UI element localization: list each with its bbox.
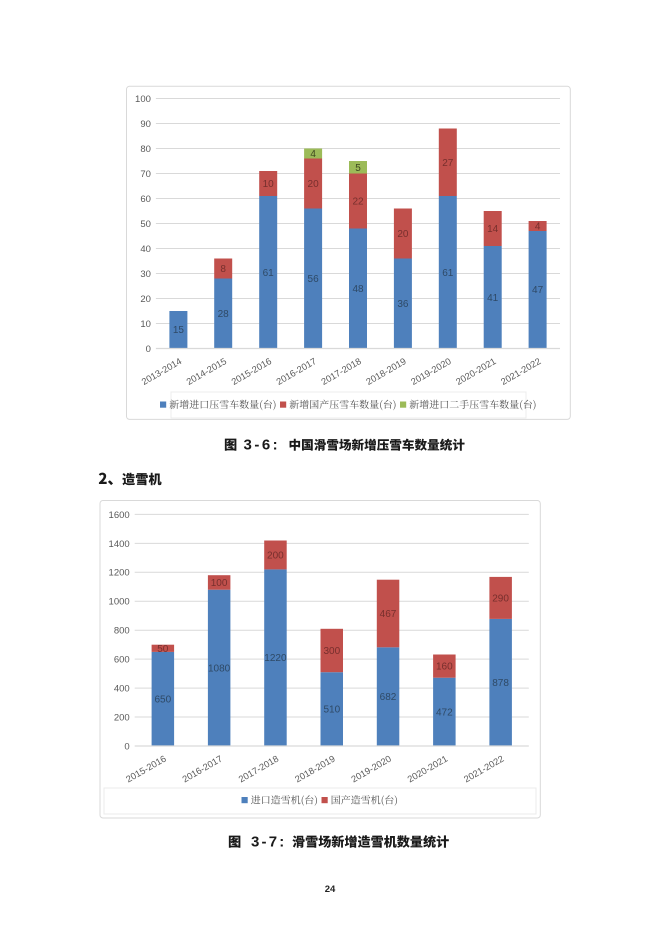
svg-text:100: 100 [211, 578, 228, 589]
svg-text:160: 160 [436, 662, 453, 673]
svg-text:27: 27 [442, 158, 454, 169]
svg-text:300: 300 [323, 646, 340, 657]
svg-text:61: 61 [442, 268, 454, 279]
svg-text:800: 800 [114, 626, 130, 637]
svg-text:15: 15 [173, 325, 185, 336]
svg-text:40: 40 [140, 244, 151, 255]
svg-text:200: 200 [114, 712, 130, 723]
svg-text:1080: 1080 [208, 663, 231, 674]
svg-text:50: 50 [157, 644, 169, 655]
svg-text:50: 50 [140, 219, 151, 230]
svg-text:4: 4 [535, 222, 541, 233]
svg-text:0: 0 [146, 344, 151, 355]
svg-text:3-6:: 3-6: [244, 437, 281, 454]
svg-text:1400: 1400 [109, 539, 130, 550]
svg-text:100: 100 [135, 94, 151, 105]
svg-text:41: 41 [487, 293, 499, 304]
svg-text:467: 467 [380, 609, 397, 620]
svg-text:56: 56 [308, 274, 320, 285]
svg-text:10: 10 [140, 319, 151, 330]
svg-text:8: 8 [220, 264, 226, 275]
svg-text:28: 28 [218, 309, 230, 320]
svg-text:472: 472 [436, 707, 453, 718]
svg-text:22: 22 [352, 197, 364, 208]
svg-text:90: 90 [140, 119, 151, 130]
svg-text:24: 24 [325, 884, 336, 895]
svg-text:20: 20 [140, 294, 151, 305]
svg-text:70: 70 [140, 169, 151, 180]
svg-text:200: 200 [267, 550, 284, 561]
svg-text:682: 682 [380, 692, 397, 703]
svg-text:20: 20 [308, 179, 320, 190]
svg-text:0: 0 [124, 741, 129, 752]
svg-text:1000: 1000 [109, 597, 130, 608]
svg-text:400: 400 [114, 684, 130, 695]
svg-text:48: 48 [352, 284, 364, 295]
svg-text:3-7:: 3-7: [251, 834, 286, 851]
svg-text:290: 290 [492, 593, 509, 604]
svg-text:1200: 1200 [109, 568, 130, 579]
svg-text:1600: 1600 [109, 510, 130, 521]
svg-text:510: 510 [323, 705, 340, 716]
svg-text:36: 36 [397, 299, 409, 310]
svg-text:30: 30 [140, 269, 151, 280]
svg-text:5: 5 [355, 163, 361, 174]
svg-text:47: 47 [532, 285, 544, 296]
svg-text:10: 10 [263, 179, 275, 190]
svg-text:61: 61 [263, 268, 275, 279]
svg-text:878: 878 [492, 678, 509, 689]
svg-text:600: 600 [114, 655, 130, 666]
svg-text:14: 14 [487, 224, 499, 235]
svg-text:60: 60 [140, 194, 151, 205]
svg-text:4: 4 [310, 149, 316, 160]
svg-text:20: 20 [397, 229, 409, 240]
svg-text:80: 80 [140, 144, 151, 155]
svg-text:1220: 1220 [264, 653, 287, 664]
svg-text:650: 650 [154, 695, 171, 706]
